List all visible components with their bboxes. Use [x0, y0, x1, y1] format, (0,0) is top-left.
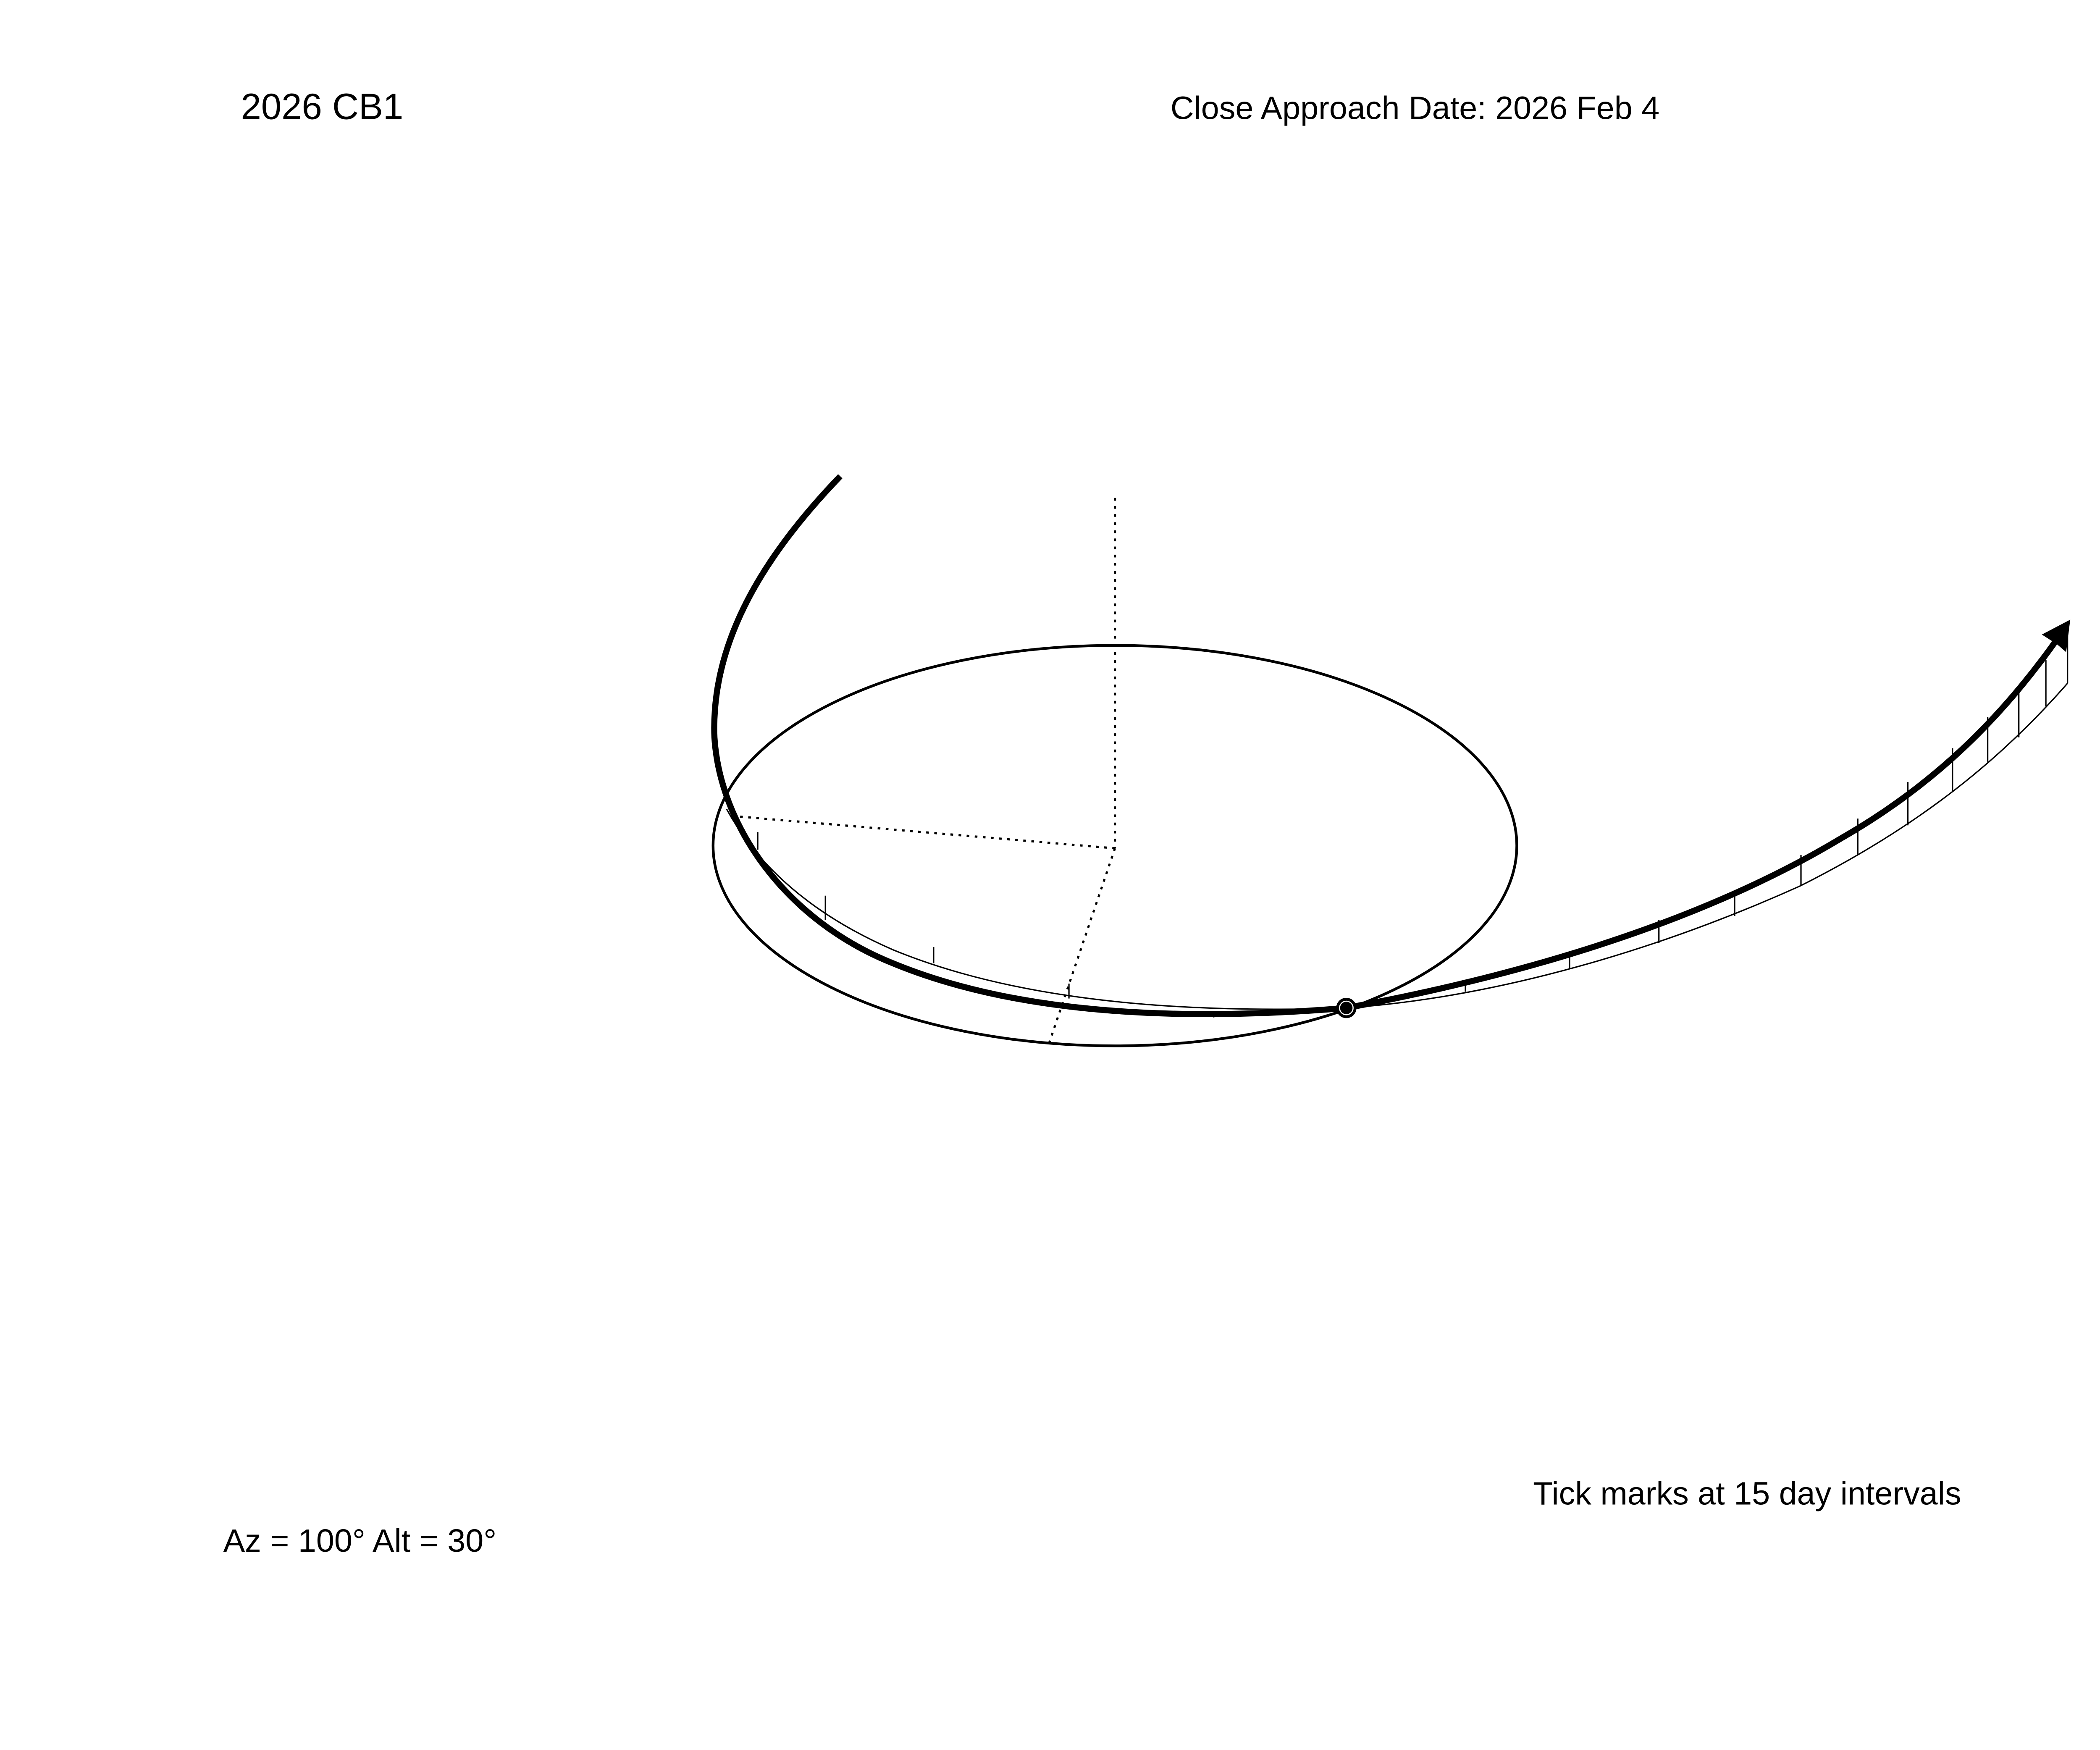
direction-arrow — [2042, 619, 2071, 652]
reference-axes — [730, 498, 1116, 1045]
object-name: 2026 CB1 — [241, 87, 403, 127]
y-axis — [1047, 848, 1116, 1045]
asteroid-orbit — [711, 474, 2062, 1017]
tick-interval-note: Tick marks at 15 day intervals — [1533, 1475, 1961, 1511]
close-approach-date: Close Approach Date: 2026 Feb 4 — [1171, 90, 1660, 126]
tick-marks — [757, 636, 2068, 1018]
view-angles: Az = 100° Alt = 30° — [223, 1523, 497, 1559]
ecliptic-projection — [726, 682, 2068, 1010]
x-axis — [730, 815, 1115, 850]
earth-orbit — [711, 644, 1518, 1047]
earth-marker — [1336, 997, 1357, 1018]
orbit-diagram: 2026 CB1 Close Approach Date: 2026 Feb 4… — [223, 87, 2071, 1559]
